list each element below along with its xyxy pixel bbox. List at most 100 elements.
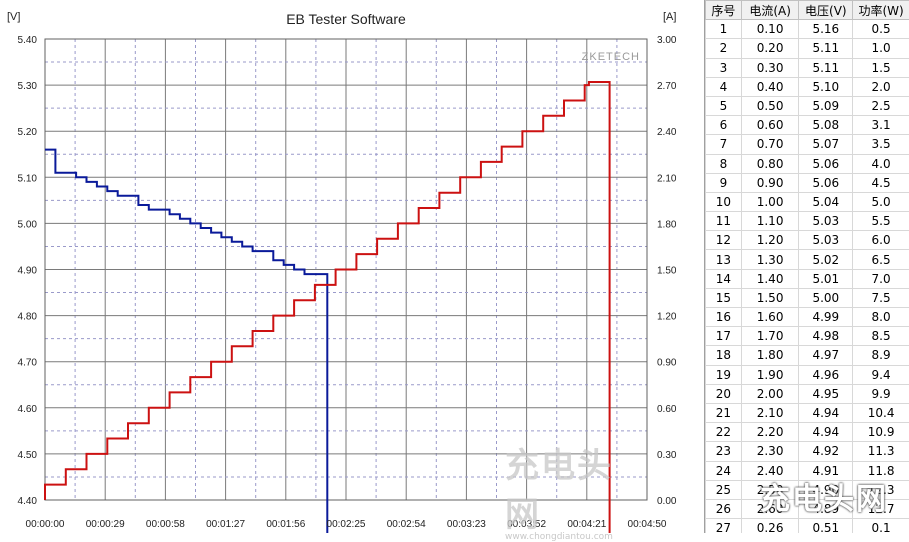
cell-voltage: 5.04 [799, 192, 853, 211]
cell-voltage: 5.11 [799, 39, 853, 58]
cell-current: 1.00 [741, 192, 799, 211]
cell-voltage: 4.96 [799, 365, 853, 384]
cell-power: 9.9 [853, 384, 909, 403]
y-left-tick-label: 4.40 [18, 496, 38, 507]
cell-voltage: 4.97 [799, 346, 853, 365]
cell-current: 2.60 [741, 499, 799, 518]
cell-power: 6.5 [853, 250, 909, 269]
brand-label: ZKETECH [582, 51, 640, 63]
cell-index: 10 [706, 192, 742, 211]
header-index[interactable]: 序号 [706, 1, 742, 20]
voltage-series-line [45, 150, 327, 533]
cell-power: 8.5 [853, 327, 909, 346]
cell-power: 2.0 [853, 77, 909, 96]
cell-power: 3.1 [853, 116, 909, 135]
y-right-tick-label: 3.00 [657, 35, 677, 46]
x-tick-label: 00:00:58 [146, 519, 185, 530]
cell-index: 19 [706, 365, 742, 384]
y-left-tick-label: 4.50 [18, 450, 38, 461]
cell-index: 18 [706, 346, 742, 365]
cell-current: 2.30 [741, 442, 799, 461]
cell-voltage: 5.06 [799, 154, 853, 173]
cell-power: 0.1 [853, 519, 909, 533]
y-left-tick-label: 5.40 [18, 35, 38, 46]
cell-power: 11.3 [853, 442, 909, 461]
y-right-tick-label: 2.40 [657, 127, 677, 138]
header-power[interactable]: 功率(W) [853, 1, 909, 20]
cell-power: 7.5 [853, 288, 909, 307]
chart-title: EB Tester Software [286, 11, 406, 27]
cell-index: 23 [706, 442, 742, 461]
y-right-tick-label: 0.00 [657, 496, 677, 507]
cell-index: 12 [706, 231, 742, 250]
y-left-tick-label: 4.90 [18, 266, 38, 277]
cell-index: 5 [706, 96, 742, 115]
cell-voltage: 4.94 [799, 403, 853, 422]
cell-power: 8.0 [853, 308, 909, 327]
cell-index: 3 [706, 58, 742, 77]
cell-power: 12.7 [853, 499, 909, 518]
cell-power: 4.5 [853, 173, 909, 192]
cell-current: 2.00 [741, 384, 799, 403]
cell-index: 15 [706, 288, 742, 307]
header-voltage[interactable]: 电压(V) [799, 1, 853, 20]
cell-power: 3.5 [853, 135, 909, 154]
cell-current: 2.50 [741, 480, 799, 499]
cell-voltage: 4.90 [799, 480, 853, 499]
x-tick-label: 00:03:23 [447, 519, 486, 530]
header-current[interactable]: 电流(A) [741, 1, 799, 20]
cell-voltage: 5.16 [799, 20, 853, 39]
cell-current: 2.40 [741, 461, 799, 480]
cell-power: 10.4 [853, 403, 909, 422]
cell-voltage: 5.07 [799, 135, 853, 154]
x-tick-label: 00:00:29 [86, 519, 125, 530]
cell-current: 0.80 [741, 154, 799, 173]
cell-current: 0.40 [741, 77, 799, 96]
x-tick-label: 00:00:00 [26, 519, 65, 530]
cell-power: 8.9 [853, 346, 909, 365]
y-right-tick-label: 1.20 [657, 312, 677, 323]
x-tick-label: 00:01:27 [206, 519, 245, 530]
cell-voltage: 5.02 [799, 250, 853, 269]
cell-voltage: 5.03 [799, 231, 853, 250]
cell-voltage: 5.08 [799, 116, 853, 135]
x-tick-label: 00:02:54 [387, 519, 426, 530]
cell-power: 1.5 [853, 58, 909, 77]
watermark-logo: 充电头网 www.chongdiantou.com [505, 438, 645, 498]
cell-voltage: 5.09 [799, 96, 853, 115]
cell-current: 1.50 [741, 288, 799, 307]
cell-current: 1.90 [741, 365, 799, 384]
cell-current: 0.50 [741, 96, 799, 115]
cell-current: 1.40 [741, 269, 799, 288]
y-right-tick-label: 0.30 [657, 450, 677, 461]
y-right-tick-label: 2.10 [657, 173, 677, 184]
